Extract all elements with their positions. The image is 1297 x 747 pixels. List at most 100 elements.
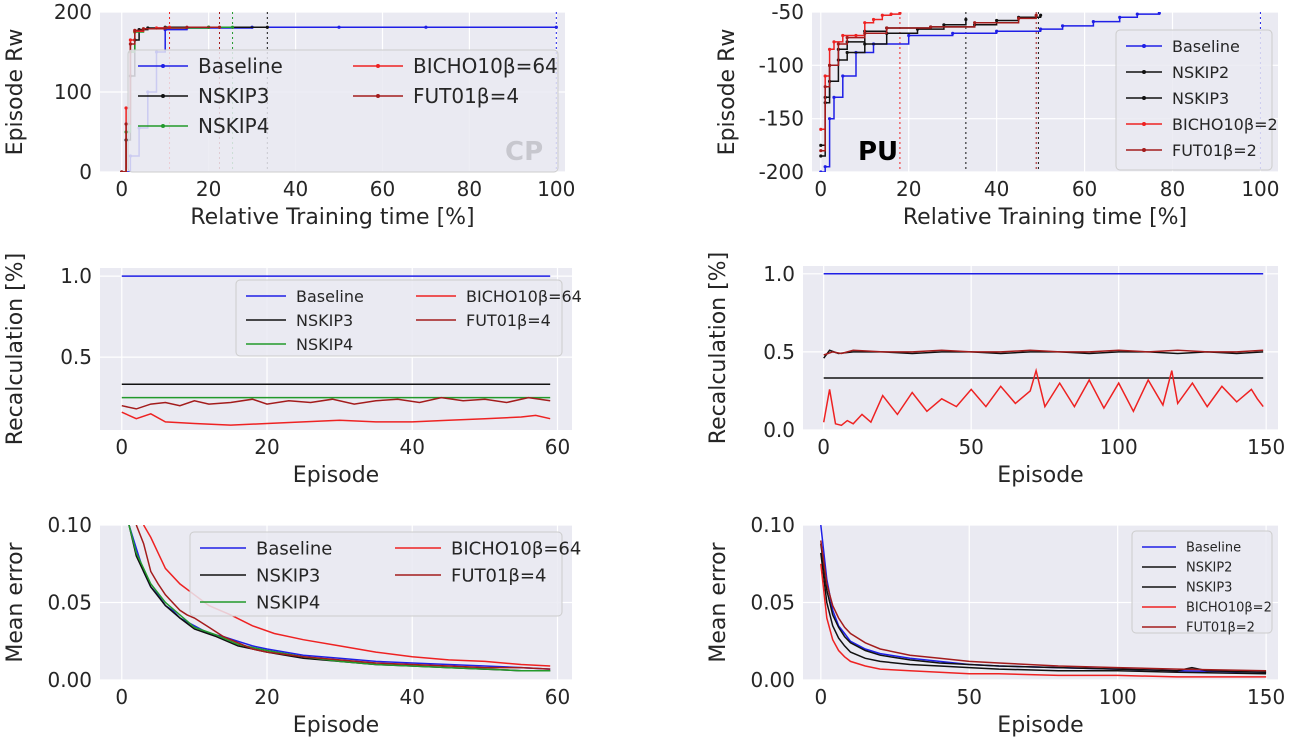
legend-marker — [376, 64, 380, 68]
data-point — [964, 17, 968, 22]
data-point — [1091, 20, 1095, 24]
legend-marker — [1142, 148, 1146, 152]
x-tick-label: 0 — [814, 177, 827, 201]
legend-label: BICHO10β=2 — [1186, 601, 1272, 616]
legend-item-nskip4: NSKIP4 — [200, 592, 320, 613]
legend-item-bicho10-2: BICHO10β=2 — [1126, 115, 1278, 134]
series-line-nskip4 — [128, 525, 551, 672]
data-point — [823, 165, 827, 169]
series-bicho10-64 — [142, 525, 551, 667]
legend-label: Baseline — [198, 54, 283, 78]
x-tick-label: 20 — [254, 685, 279, 709]
data-point — [217, 25, 222, 29]
y-tick-label: 0.05 — [47, 591, 92, 615]
series-baseline — [819, 12, 1161, 172]
x-tick-label: 150 — [1247, 685, 1285, 709]
series-line-fut01-2 — [823, 349, 1264, 356]
series-fut01-2 — [819, 13, 1038, 153]
series-layer — [819, 12, 1261, 172]
legend-label: BICHO10β=64 — [413, 54, 558, 78]
legend-item-fut01-2: FUT01β=2 — [1142, 621, 1255, 636]
series-nskip4 — [128, 525, 551, 672]
legend-item-baseline: Baseline — [200, 538, 332, 559]
y-tick-label: 0.10 — [750, 513, 795, 537]
data-point — [836, 42, 840, 46]
data-point — [1039, 13, 1043, 17]
data-point — [973, 21, 977, 25]
data-point — [1039, 27, 1043, 31]
series-line-fut01-4 — [121, 396, 551, 410]
chart-panel-4: 0 50 100 150 0.0 0.5 1.0 Episode Recalculation [… — [706, 252, 1285, 488]
series-line-nskip3 — [820, 552, 1267, 675]
data-point — [230, 25, 235, 29]
y-axis-label: Recalculation [%] — [706, 252, 731, 444]
x-axis-label: Episode — [997, 713, 1083, 738]
data-point — [1135, 12, 1139, 16]
y-tick-label: 0.0 — [763, 418, 795, 442]
data-point — [424, 25, 428, 29]
legend-item-nskip3: NSKIP3 — [138, 84, 269, 108]
data-point — [337, 25, 341, 29]
corner-label: PU — [858, 137, 898, 167]
data-point — [1060, 24, 1065, 28]
data-point — [819, 143, 823, 147]
series-layer — [822, 273, 1264, 427]
legend-label: FUT01β=4 — [451, 565, 546, 586]
legend-item-baseline: Baseline — [1126, 37, 1240, 56]
x-tick-label: 20 — [254, 435, 279, 459]
data-point — [819, 154, 823, 158]
legend-label: Baseline — [296, 287, 364, 306]
series-nskip2 — [823, 349, 1264, 359]
legend-label: Baseline — [1186, 541, 1241, 556]
legend-label: NSKIP2 — [1172, 63, 1229, 82]
x-tick-label: 0 — [115, 177, 128, 201]
legend-marker — [1142, 44, 1146, 48]
data-point — [841, 33, 845, 38]
data-point — [942, 23, 946, 27]
series-layer — [128, 525, 551, 672]
legend-label: FUT01β=4 — [466, 311, 551, 330]
y-tick-label: -100 — [759, 53, 804, 77]
legend-item-baseline: Baseline — [138, 54, 283, 78]
x-tick-label: 20 — [196, 177, 221, 201]
legend-item-fut01-2: FUT01β=2 — [1126, 141, 1257, 160]
legend-label: NSKIP2 — [1186, 561, 1232, 576]
legend-item-nskip3: NSKIP3 — [246, 311, 353, 330]
y-axis-label: Recalculation [%] — [3, 253, 28, 445]
y-tick-label: 0.00 — [47, 668, 92, 692]
legend-label: NSKIP3 — [256, 565, 320, 586]
x-axis-label: Relative Training time [%] — [190, 205, 474, 230]
legend-item-nskip3: NSKIP3 — [1126, 89, 1229, 108]
chart-panel-6: 0 50 100 150 0.00 0.05 0.10 Episode Mean error Ba… — [706, 513, 1285, 738]
data-point — [929, 25, 933, 29]
y-tick-label: 0.5 — [763, 340, 795, 364]
data-point — [124, 106, 128, 110]
legend-label: NSKIP4 — [256, 592, 320, 613]
x-tick-label: 150 — [1247, 435, 1285, 459]
data-point — [124, 122, 128, 126]
data-point — [845, 50, 849, 55]
x-tick-label: 0 — [115, 435, 128, 459]
legend-label: NSKIP3 — [1172, 89, 1229, 108]
legend-box — [235, 279, 563, 357]
x-tick-label: 40 — [283, 177, 308, 201]
legend-box — [1115, 29, 1273, 171]
series-line-nskip2 — [820, 543, 1267, 674]
series-fut01-4 — [121, 396, 551, 410]
series-layer — [820, 525, 1267, 678]
legend-label: NSKIP4 — [198, 114, 269, 138]
legend: Baseline NSKIP3 NSKIP4 BICHO10β=64 FUT01β=4 — [127, 49, 559, 173]
data-point — [863, 42, 867, 46]
legend: Baseline NSKIP2 NSKIP3 BICHO10β=2 FUT01β=2 — [1115, 29, 1278, 171]
data-point — [880, 13, 884, 17]
data-point — [265, 25, 269, 29]
series-fut01-2 — [820, 540, 1267, 672]
x-tick-label: 100 — [1099, 685, 1137, 709]
x-axis-label: Episode — [293, 713, 379, 738]
series-line-bicho10-2 — [820, 563, 1267, 678]
legend-item-nskip3: NSKIP3 — [200, 565, 320, 586]
y-tick-label: -150 — [759, 107, 804, 131]
series-bicho10-2 — [820, 563, 1267, 678]
x-tick-label: 60 — [545, 435, 570, 459]
